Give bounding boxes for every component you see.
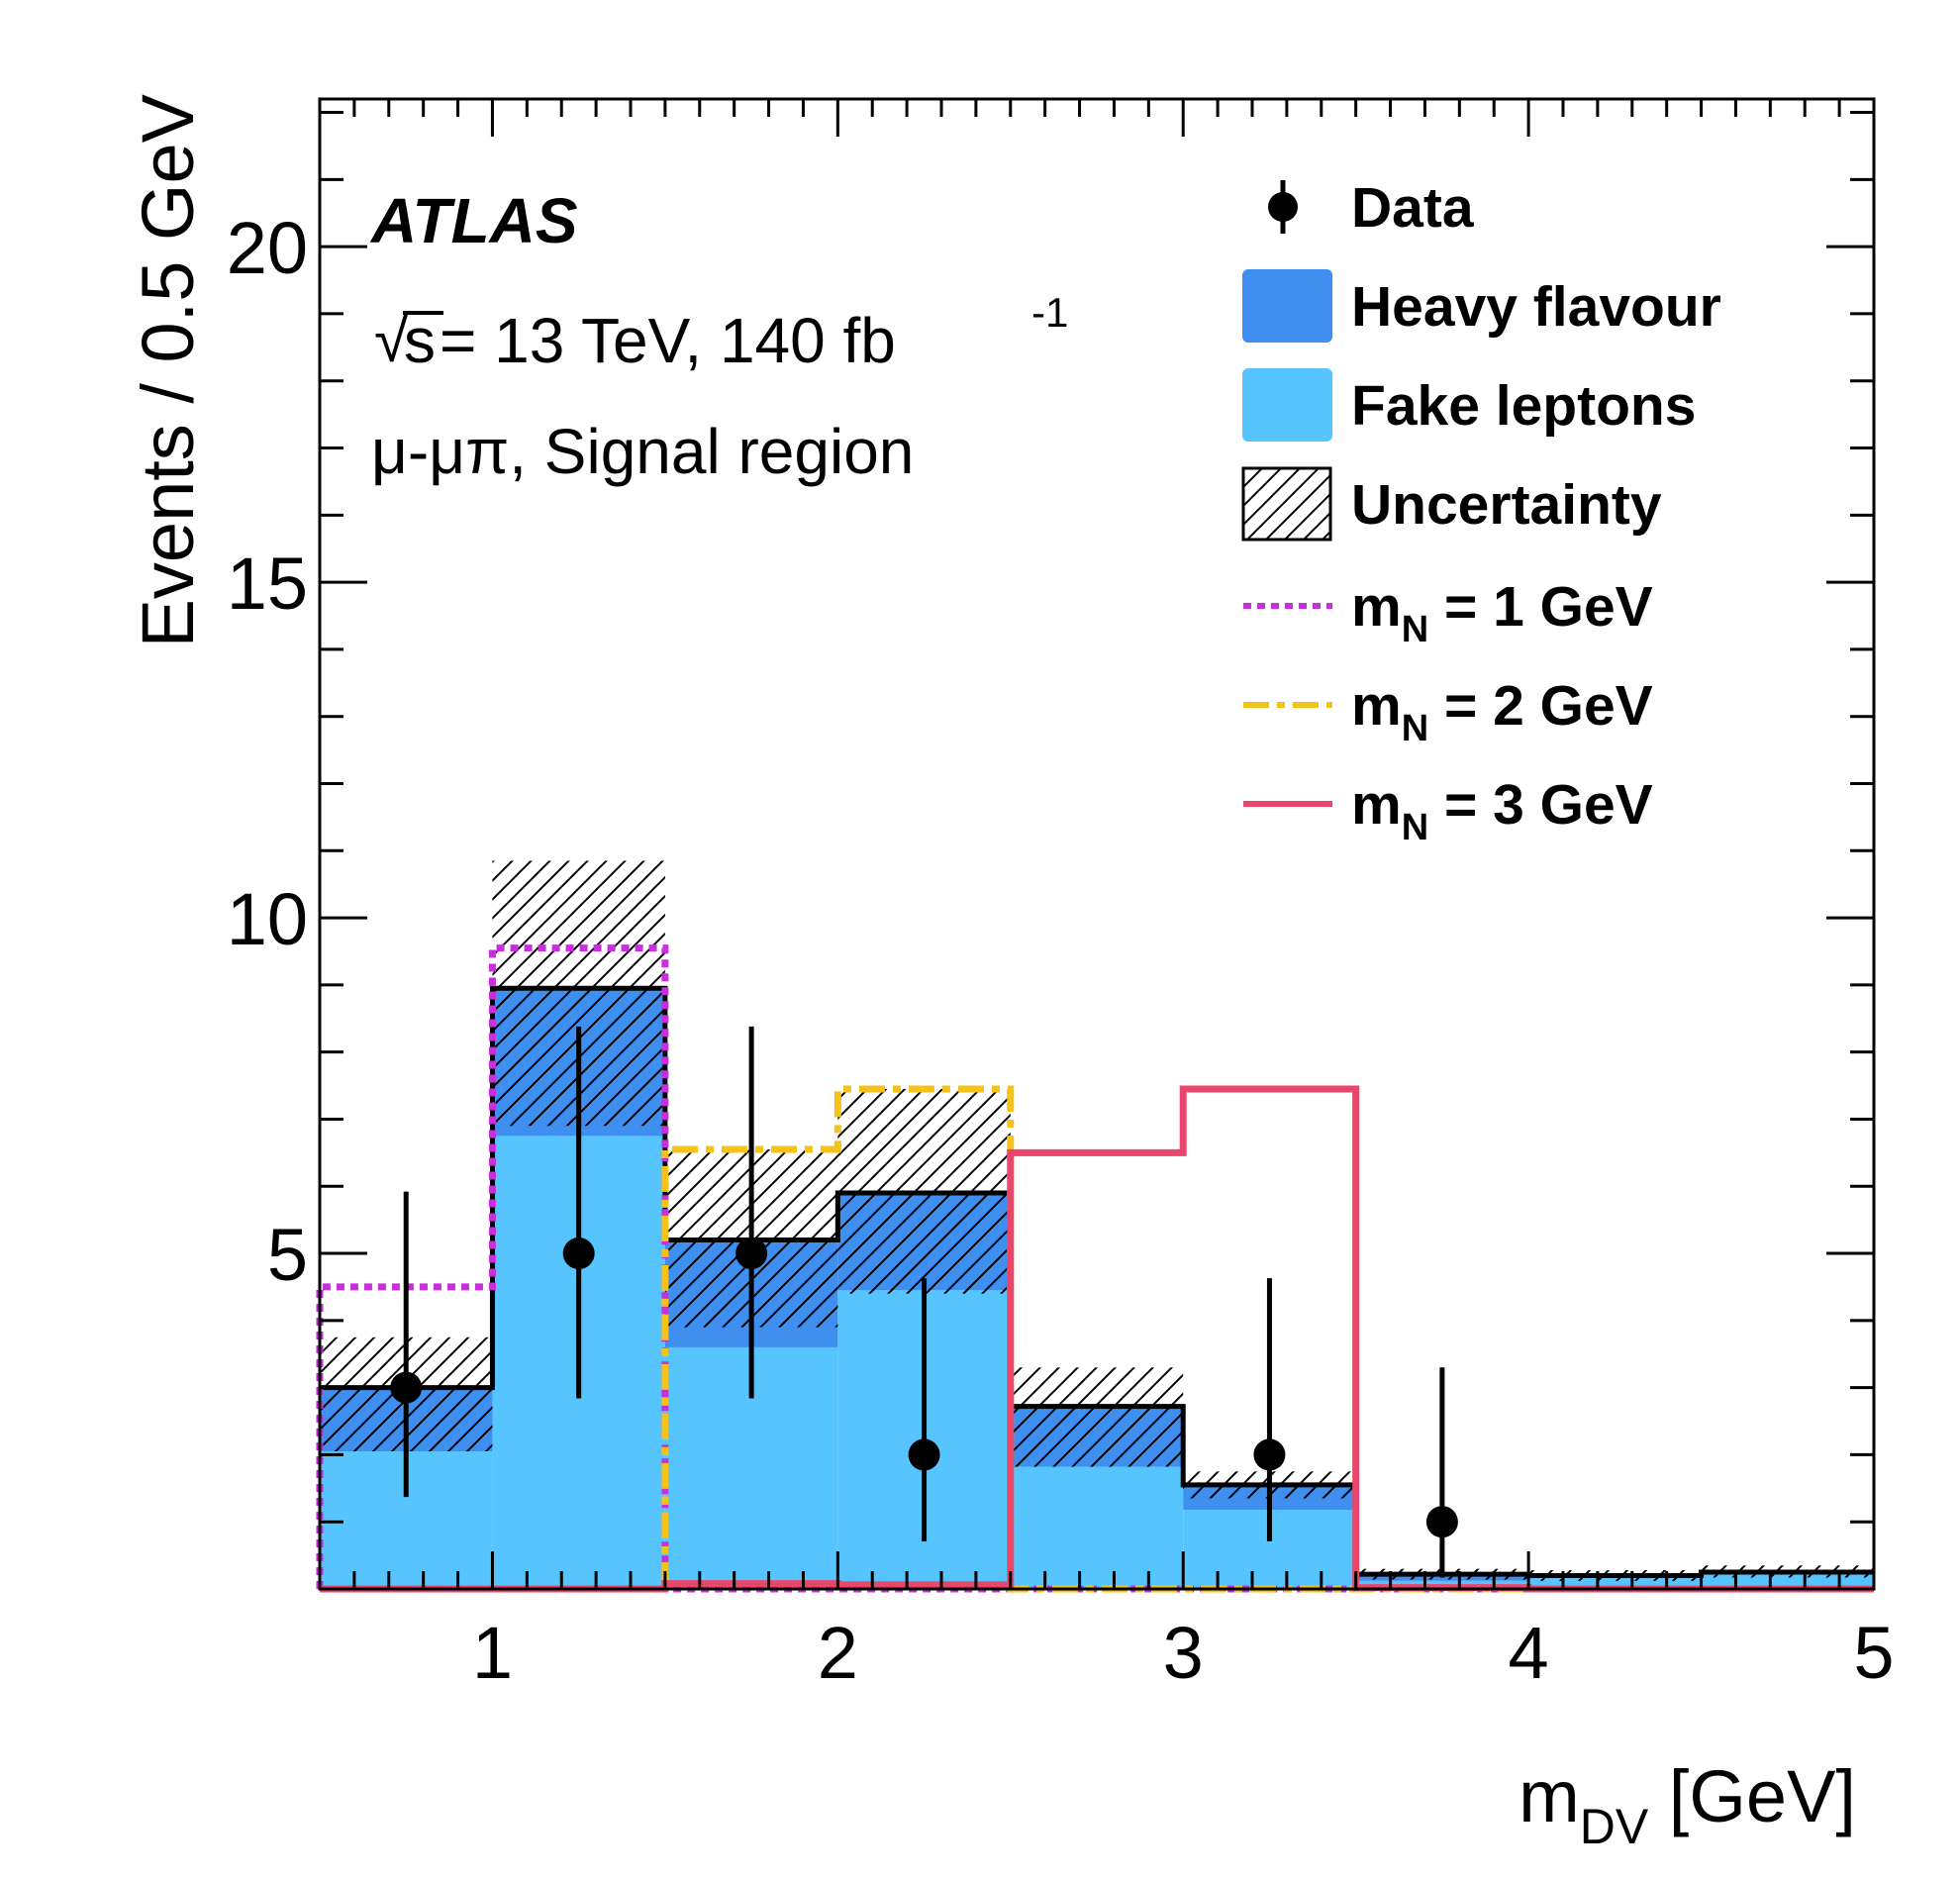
x-tick-label: 4: [1509, 1612, 1549, 1694]
svg-text:mN = 1 GeV: mN = 1 GeV: [1351, 575, 1653, 650]
signal1-label-m: m: [1351, 575, 1402, 639]
y-tick-label: 5: [267, 1214, 308, 1296]
data-point-4: [908, 1438, 940, 1471]
x-tick-label: 5: [1853, 1612, 1894, 1694]
svg-text:mN = 2 GeV: mN = 2 GeV: [1351, 674, 1653, 749]
signal-1gev-line: [316, 944, 1874, 1593]
legend-item-uncertainty: Uncertainty: [1241, 466, 1662, 542]
legend-label-fake-leptons: Fake leptons: [1351, 374, 1696, 438]
data-point-5: [1253, 1438, 1286, 1471]
fake-leptons-bar-9: [1701, 1574, 1874, 1589]
uncertainty-swatch: [1241, 466, 1332, 542]
data-point-3: [735, 1238, 768, 1270]
legend-item-data: Data: [1268, 176, 1475, 240]
signal3-label-value: 3 GeV: [1493, 773, 1653, 837]
signal-2gev-line: [320, 1085, 1874, 1593]
energy-exponent: -1: [1031, 289, 1068, 336]
channel-label: μ-μπ, Signal region: [371, 416, 914, 487]
y-tick-label: 20: [227, 207, 308, 289]
signal3-label-eq: =: [1428, 773, 1493, 837]
heavy-flavour-swatch: [1242, 269, 1332, 343]
y-axis-title: Events / 0.5 GeV: [127, 93, 209, 647]
legend-item-heavy-flavour: Heavy flavour: [1242, 269, 1721, 343]
legend-item-signal-2gev: mN = 2 GeV: [1243, 674, 1653, 749]
legend-item-signal-1gev: mN = 1 GeV: [1243, 575, 1653, 650]
total-background-line: [320, 985, 1874, 1578]
axes: 1 2 3 4 5 5 10 15 20: [227, 97, 1895, 1694]
sqrt-symbol: √: [374, 304, 410, 375]
x-axis-title-unit: [GeV]: [1648, 1755, 1856, 1837]
fake-leptons-swatch: [1242, 368, 1332, 442]
x-axis-title-main: m: [1519, 1755, 1580, 1837]
signal1-label-sub: N: [1402, 609, 1428, 650]
x-tick-label: 2: [818, 1612, 858, 1694]
legend-item-signal-3gev: mN = 3 GeV: [1243, 773, 1653, 848]
plot-area: [316, 860, 1874, 1593]
legend-label-data: Data: [1351, 176, 1475, 240]
x-tick-label: 3: [1163, 1612, 1204, 1694]
signal2-label-m: m: [1351, 674, 1402, 738]
signal3-label-sub: N: [1402, 807, 1428, 848]
energy-sqrt-arg: s: [404, 305, 436, 376]
legend: Data Heavy flavour Fake leptons Uncertai…: [1241, 176, 1721, 848]
data-point-2: [562, 1238, 595, 1270]
data-point-1: [390, 1371, 423, 1404]
signal2-label-sub: N: [1402, 708, 1428, 749]
fake-leptons-bar-5: [1010, 1466, 1184, 1589]
uncertainty-band-5: [1010, 1367, 1184, 1467]
plot-frame: [318, 97, 1876, 1591]
legend-label-uncertainty: Uncertainty: [1351, 473, 1662, 537]
legend-item-fake-leptons: Fake leptons: [1242, 368, 1696, 442]
legend-label-heavy-flavour: Heavy flavour: [1351, 275, 1721, 339]
x-axis-title: mDV [GeV]: [1519, 1755, 1856, 1854]
signal2-label-eq: =: [1428, 674, 1493, 738]
signal1-label-value: 1 GeV: [1493, 575, 1653, 639]
data-point-6: [1425, 1506, 1458, 1538]
signal2-label-value: 2 GeV: [1493, 674, 1653, 738]
signal3-label-m: m: [1351, 773, 1402, 837]
fake-leptons-bar-8: [1528, 1578, 1702, 1589]
x-tick-label: 1: [472, 1612, 513, 1694]
experiment-label: ATLAS: [369, 185, 578, 256]
x-axis-title-sub: DV: [1580, 1799, 1649, 1854]
y-tick-label: 15: [227, 543, 308, 625]
energy-label: √ s = 13 TeV, 140 fb -1: [374, 289, 1068, 376]
svg-text:mN = 3 GeV: mN = 3 GeV: [1351, 773, 1653, 848]
energy-text: = 13 TeV, 140 fb: [440, 305, 896, 376]
y-tick-label: 10: [227, 878, 308, 960]
signal1-label-eq: =: [1428, 575, 1493, 639]
